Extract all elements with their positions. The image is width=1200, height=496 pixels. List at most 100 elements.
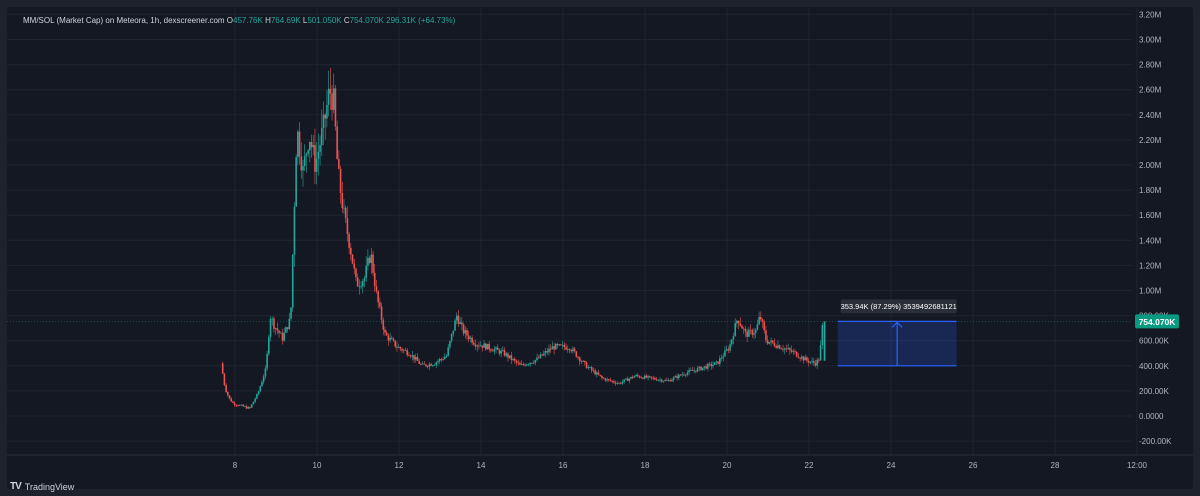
candle-body bbox=[486, 343, 489, 350]
candle-body bbox=[254, 398, 256, 402]
candle-body bbox=[667, 380, 670, 381]
candle-body bbox=[283, 332, 285, 341]
candle-body bbox=[635, 375, 637, 377]
candle-body bbox=[623, 379, 625, 382]
candle-body bbox=[763, 322, 766, 331]
candle-body bbox=[503, 350, 506, 356]
candle-body bbox=[546, 351, 549, 353]
candle-body bbox=[770, 340, 772, 343]
candle-body bbox=[454, 320, 456, 331]
time-axis[interactable]: 8 10 12 14 16 18 20 22 24 26 28 12:00 bbox=[233, 461, 1148, 470]
candle-body bbox=[746, 331, 748, 337]
candle-body bbox=[515, 360, 518, 363]
candle-body bbox=[811, 360, 813, 362]
candle-body bbox=[606, 379, 608, 381]
candle-body bbox=[573, 348, 576, 352]
candle-body bbox=[279, 332, 282, 334]
x-tick-label: 28 bbox=[1051, 461, 1060, 470]
candle-body bbox=[278, 330, 280, 334]
price-chart[interactable]: 353.94K (87.29%) 3539492681121 3.20M 3.00… bbox=[7, 7, 1193, 489]
candle-body bbox=[490, 349, 492, 351]
candle-body bbox=[631, 376, 634, 378]
candle-body bbox=[590, 367, 593, 371]
candle-body bbox=[450, 333, 453, 341]
candle-body bbox=[607, 379, 610, 380]
candle-body bbox=[360, 286, 362, 288]
x-tick-label: 16 bbox=[559, 461, 568, 470]
candle-body bbox=[700, 366, 702, 371]
candle-body bbox=[361, 281, 364, 287]
candle-body bbox=[471, 337, 473, 343]
tradingview-brand[interactable]: TV TradingView bbox=[10, 481, 74, 492]
candle-body bbox=[425, 364, 427, 367]
candle-body bbox=[691, 370, 694, 371]
candle-body bbox=[320, 127, 323, 146]
candle-body bbox=[317, 151, 320, 159]
candle-body bbox=[662, 380, 665, 382]
candle-body bbox=[710, 363, 713, 367]
candle-body bbox=[683, 374, 685, 376]
candle-body bbox=[237, 405, 239, 407]
candle-body bbox=[428, 364, 431, 367]
candle-body bbox=[385, 332, 388, 336]
candle-body bbox=[238, 405, 241, 406]
candle-body bbox=[358, 286, 361, 288]
candle-body bbox=[256, 394, 258, 399]
candle-body bbox=[664, 379, 666, 381]
candle-body bbox=[637, 375, 639, 377]
chart-area[interactable]: 353.94K (87.29%) 3539492681121 3.20M 3.00… bbox=[7, 7, 1193, 489]
candle-body bbox=[765, 330, 767, 341]
candle-body bbox=[307, 150, 309, 154]
candle-body bbox=[666, 379, 668, 381]
candle-body bbox=[548, 348, 550, 353]
candles bbox=[221, 68, 826, 410]
candle-body bbox=[729, 344, 731, 351]
candle-body bbox=[314, 144, 316, 172]
y-tick-label: 200.00K bbox=[1139, 387, 1169, 396]
candle-body bbox=[551, 346, 554, 350]
candle-body bbox=[315, 158, 318, 172]
candle-body bbox=[297, 131, 299, 158]
candle-body bbox=[344, 207, 347, 219]
candle-body bbox=[392, 338, 395, 341]
candle-body bbox=[678, 374, 680, 379]
high-label: H bbox=[265, 16, 271, 25]
candle-body bbox=[257, 391, 260, 395]
candle-body bbox=[654, 378, 656, 380]
candle-body bbox=[693, 370, 695, 372]
candle-body bbox=[628, 378, 631, 381]
candle-body bbox=[789, 348, 791, 351]
candle-body bbox=[807, 360, 810, 363]
candle-body bbox=[437, 361, 439, 363]
candle-body bbox=[751, 330, 754, 335]
candle-body bbox=[695, 370, 697, 372]
candle-body bbox=[348, 233, 350, 248]
price-axis[interactable]: 3.20M 3.00M 2.80M 2.60M 2.40M 2.20M 2.00M 1.80M… bbox=[1135, 10, 1179, 446]
candle-body bbox=[404, 349, 407, 351]
candle-body bbox=[537, 357, 540, 359]
candle-body bbox=[681, 374, 684, 376]
candle-body bbox=[389, 337, 391, 341]
candle-body bbox=[290, 307, 292, 319]
candle-body bbox=[377, 291, 379, 303]
candle-body bbox=[531, 362, 533, 364]
candle-body bbox=[271, 318, 274, 320]
x-tick-label: 8 bbox=[233, 461, 238, 470]
candle-body bbox=[645, 375, 648, 378]
candle-body bbox=[414, 357, 417, 360]
candle-body bbox=[527, 364, 530, 366]
candle-body bbox=[423, 363, 426, 365]
candle-body bbox=[479, 345, 482, 347]
candle-body bbox=[708, 363, 711, 365]
candle-body bbox=[539, 354, 542, 358]
candle-body bbox=[596, 372, 598, 375]
candle-body bbox=[225, 384, 227, 392]
candle-body bbox=[293, 206, 296, 255]
candle-body bbox=[522, 363, 525, 365]
y-tick-label: 1.00M bbox=[1139, 287, 1162, 296]
candle-body bbox=[565, 347, 567, 350]
candle-body bbox=[332, 88, 335, 110]
close-label: C bbox=[343, 16, 350, 25]
candle-body bbox=[519, 363, 521, 365]
candle-body bbox=[684, 374, 687, 376]
